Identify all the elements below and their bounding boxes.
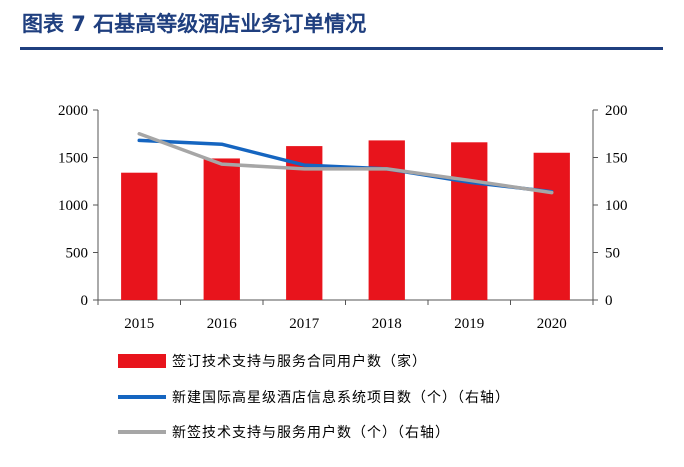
- x-tick-label: 2015: [124, 316, 154, 332]
- bar: [451, 142, 488, 300]
- right-tick-label: 0: [605, 293, 613, 309]
- x-tick-label: 2017: [289, 316, 320, 332]
- right-tick-label: 100: [605, 198, 628, 214]
- legend-swatch-gray-line: [118, 430, 166, 434]
- legend-label-new-support-users: 新签技术支持与服务用户数（个）（右轴）: [172, 425, 450, 441]
- x-tick-label: 2020: [537, 316, 567, 332]
- bars-layer: [121, 140, 570, 300]
- x-tick-label: 2016: [207, 316, 238, 332]
- bar: [121, 172, 158, 300]
- legend-item-new-support-users: 新签技术支持与服务用户数（个）（右轴）: [118, 421, 450, 443]
- axes-layer: [93, 109, 598, 305]
- bar: [533, 152, 570, 300]
- right-tick-label: 150: [605, 151, 628, 167]
- legend-item-contract-users: 签订技术支持与服务合同用户数（家）: [118, 350, 427, 372]
- x-tick-label: 2019: [454, 316, 484, 332]
- x-tick-label: 2018: [372, 316, 402, 332]
- figure-title: 图表 7 石基高等级酒店业务订单情况: [22, 12, 367, 36]
- legend-swatch-bar: [118, 354, 166, 368]
- bar: [368, 140, 405, 300]
- title-underline: [20, 47, 663, 50]
- legend-item-new-projects: 新建国际高星级酒店信息系统项目数（个）（右轴）: [118, 386, 510, 408]
- right-tick-label: 200: [605, 103, 628, 119]
- ticks-layer: 0 500 1000 1500 2000 0 50 100 150 200 2015 2016 2017…: [58, 103, 628, 332]
- left-tick-label: 1000: [58, 198, 88, 214]
- left-tick-label: 0: [81, 293, 89, 309]
- legend-label-contract-users: 签订技术支持与服务合同用户数（家）: [172, 354, 427, 370]
- lines-layer: [137, 132, 554, 195]
- right-tick-label: 50: [605, 246, 620, 262]
- left-tick-label: 2000: [58, 103, 88, 119]
- series-line: [137, 132, 554, 195]
- bar: [286, 146, 323, 300]
- bar: [203, 158, 240, 300]
- legend-swatch-blue-line: [118, 395, 166, 399]
- left-tick-label: 500: [66, 246, 89, 262]
- left-tick-label: 1500: [58, 151, 88, 167]
- legend-label-new-projects: 新建国际高星级酒店信息系统项目数（个）（右轴）: [172, 390, 510, 406]
